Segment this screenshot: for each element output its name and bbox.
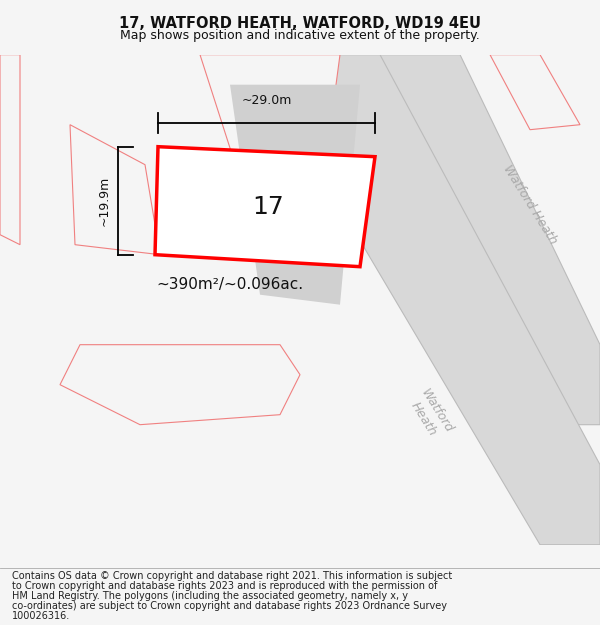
Polygon shape	[350, 54, 600, 425]
Text: ~29.0m: ~29.0m	[241, 94, 292, 108]
Text: 17: 17	[252, 195, 284, 219]
Text: to Crown copyright and database rights 2023 and is reproduced with the permissio: to Crown copyright and database rights 2…	[12, 581, 437, 591]
Polygon shape	[230, 84, 360, 304]
Text: Map shows position and indicative extent of the property.: Map shows position and indicative extent…	[120, 29, 480, 42]
Text: 17, WATFORD HEATH, WATFORD, WD19 4EU: 17, WATFORD HEATH, WATFORD, WD19 4EU	[119, 16, 481, 31]
Polygon shape	[0, 54, 20, 245]
Text: HM Land Registry. The polygons (including the associated geometry, namely x, y: HM Land Registry. The polygons (includin…	[12, 591, 408, 601]
Polygon shape	[250, 54, 600, 544]
Text: Watford Heath: Watford Heath	[500, 162, 560, 247]
Text: co-ordinates) are subject to Crown copyright and database rights 2023 Ordnance S: co-ordinates) are subject to Crown copyr…	[12, 601, 447, 611]
Text: ~390m²/~0.096ac.: ~390m²/~0.096ac.	[157, 278, 304, 292]
Text: ~19.9m: ~19.9m	[97, 176, 110, 226]
Polygon shape	[490, 54, 580, 130]
Text: 100026316.: 100026316.	[12, 611, 70, 621]
Polygon shape	[155, 147, 375, 267]
Polygon shape	[70, 125, 160, 255]
Polygon shape	[200, 54, 340, 205]
Text: Contains OS data © Crown copyright and database right 2021. This information is : Contains OS data © Crown copyright and d…	[12, 571, 452, 581]
Polygon shape	[60, 345, 300, 425]
Text: Watford
Heath: Watford Heath	[405, 386, 455, 443]
